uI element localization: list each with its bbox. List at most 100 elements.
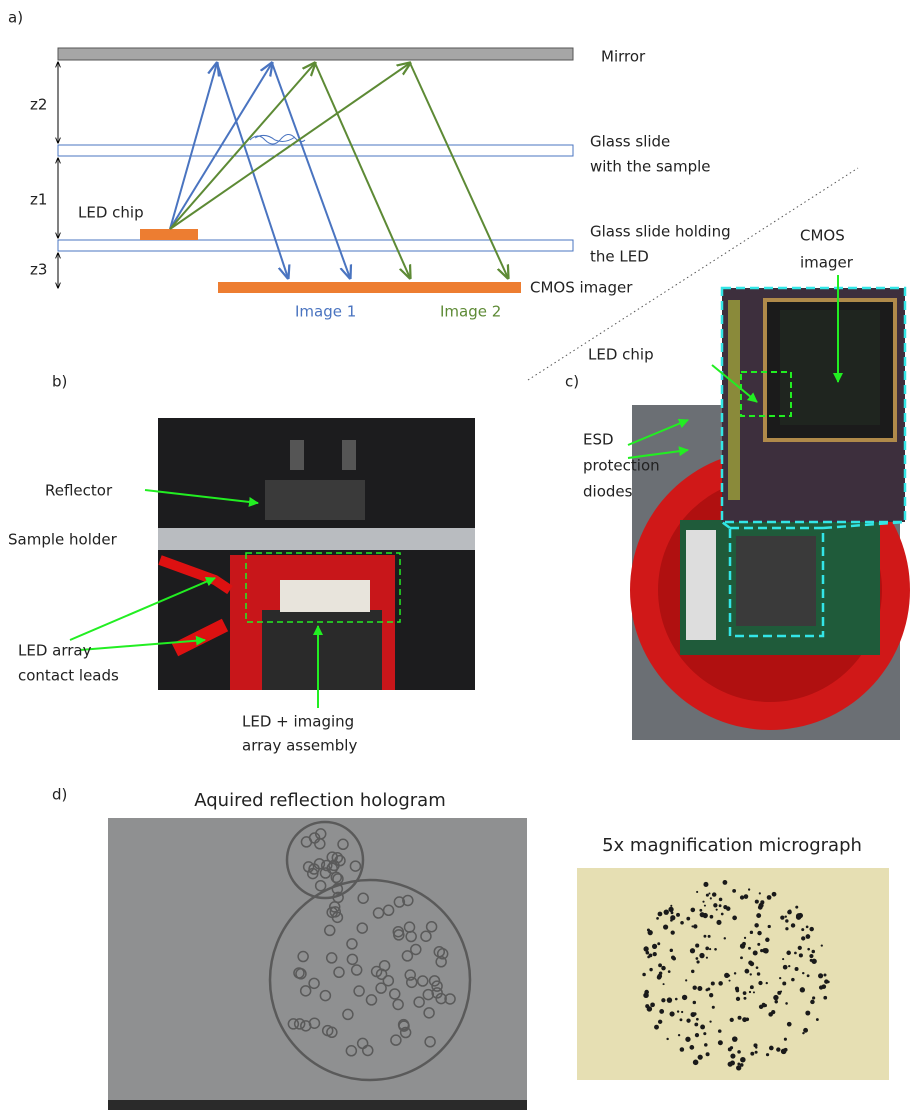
plate — [158, 528, 475, 550]
particle — [724, 937, 726, 939]
reflector — [265, 480, 365, 520]
esd-label: protection — [583, 457, 660, 475]
particle — [721, 913, 724, 916]
particle — [791, 978, 795, 982]
particle — [743, 997, 746, 1000]
particle — [785, 927, 788, 930]
cmos-label: imager — [800, 254, 854, 272]
particle — [784, 1038, 787, 1041]
particle — [755, 900, 759, 904]
particle — [757, 972, 760, 975]
particle — [728, 1062, 733, 1067]
particle — [781, 1049, 787, 1055]
particle — [757, 931, 761, 935]
particle — [812, 950, 816, 954]
particle — [686, 917, 690, 921]
particle — [690, 908, 695, 913]
particle — [675, 998, 678, 1001]
particle — [823, 974, 826, 977]
particle — [736, 1065, 741, 1070]
particle — [824, 979, 828, 983]
particle — [663, 924, 668, 929]
particle — [702, 901, 704, 903]
particle — [810, 1000, 815, 1005]
particle — [696, 960, 699, 963]
particle — [737, 1050, 741, 1054]
particle — [730, 1018, 734, 1022]
panel-label: b) — [52, 373, 67, 391]
particle — [735, 987, 739, 991]
particle — [654, 1025, 659, 1030]
particle — [734, 972, 736, 974]
particle — [668, 907, 673, 912]
particle — [693, 924, 697, 928]
particle — [652, 944, 657, 949]
particle — [689, 1045, 694, 1050]
particle — [712, 892, 716, 896]
particle — [764, 1004, 767, 1007]
particle — [744, 937, 746, 939]
particle — [806, 934, 811, 939]
particle — [710, 915, 714, 919]
particle — [693, 1060, 699, 1066]
particle — [768, 925, 771, 928]
assembly-label: LED + imaging — [242, 713, 354, 731]
sample-slide-label: with the sample — [590, 158, 711, 176]
particle — [783, 965, 788, 970]
particle — [766, 1053, 769, 1056]
led-slide-label: Glass slide holding — [590, 223, 731, 241]
panel-d: d) Aquired reflection hologram 5x magnif… — [52, 786, 889, 1110]
particle — [685, 1037, 690, 1042]
particle — [719, 904, 722, 907]
particle — [703, 882, 708, 887]
particle — [680, 1018, 683, 1021]
particle — [745, 969, 750, 974]
particle — [740, 1057, 746, 1063]
particle — [729, 980, 731, 982]
sample-slide — [58, 145, 573, 156]
micrograph-title: 5x magnification micrograph — [602, 835, 862, 856]
particle — [728, 974, 730, 976]
particle — [691, 970, 694, 973]
particle — [787, 1022, 792, 1027]
particle — [807, 948, 810, 951]
particle — [788, 965, 790, 967]
particle — [730, 1053, 735, 1058]
particle — [736, 997, 740, 1001]
particle — [753, 1043, 757, 1047]
panel-a: a) z2 z1 z3 LED chip Mirror Glass slide … — [8, 9, 731, 321]
hologram-title: Aquired reflection hologram — [194, 790, 445, 811]
particle — [647, 928, 650, 931]
cmos-label: CMOS — [800, 227, 845, 245]
particle — [794, 952, 797, 955]
particle — [697, 986, 702, 991]
mirror — [58, 48, 573, 60]
particle — [714, 948, 717, 951]
particle — [696, 1023, 698, 1025]
particle — [659, 1009, 664, 1014]
particle — [737, 1063, 740, 1066]
esd-label: ESD — [583, 431, 614, 449]
particle — [760, 900, 764, 904]
particle — [789, 910, 792, 913]
panel-c: c) CMOS imager LED chip ESD protection d… — [565, 227, 910, 741]
panel-label: a) — [8, 9, 23, 27]
particle — [643, 946, 648, 951]
particle — [686, 1019, 690, 1023]
particle — [709, 993, 713, 997]
reflector-label: Reflector — [45, 482, 113, 500]
particle — [799, 953, 803, 957]
sample-holder-label: Sample holder — [8, 531, 118, 549]
particle — [713, 903, 717, 907]
particle — [718, 1040, 723, 1045]
particle — [802, 972, 804, 974]
particle — [666, 1038, 668, 1040]
particle — [756, 966, 759, 969]
particle — [695, 1033, 699, 1037]
particle — [812, 996, 815, 999]
particle — [664, 909, 669, 914]
panel-label: c) — [565, 373, 579, 391]
particle — [699, 909, 702, 912]
particle — [681, 1011, 683, 1013]
particle — [805, 1011, 810, 1016]
